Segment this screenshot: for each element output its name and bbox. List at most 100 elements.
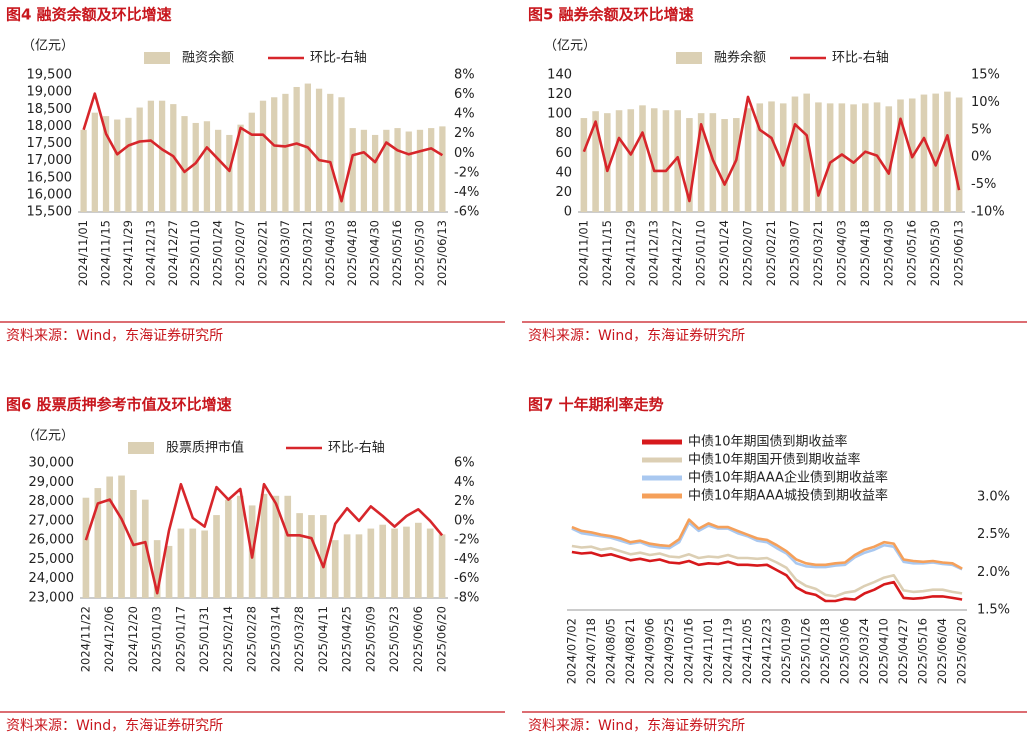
y-tick-label: 28,000 <box>29 494 75 509</box>
bar <box>349 128 356 212</box>
bar <box>360 129 368 212</box>
legend-label: 股票质押市值 <box>166 440 244 456</box>
bar <box>721 119 728 212</box>
y-tick-label: 2.0% <box>977 565 1010 580</box>
x-tick-label: 2025/04/27 <box>896 618 910 684</box>
x-tick-label: 2024/12/06 <box>102 606 116 672</box>
bar <box>639 105 646 212</box>
x-tick-label: 2024/12/27 <box>670 220 684 286</box>
bar <box>580 118 588 212</box>
x-tick-label: 2024/12/27 <box>166 220 180 286</box>
bar <box>338 97 345 212</box>
bar <box>114 119 121 212</box>
x-tick-label: 2024/12/13 <box>647 220 661 286</box>
bar <box>383 129 390 212</box>
bar <box>320 515 327 598</box>
y-tick-label: 1.5% <box>977 603 1010 618</box>
x-tick-label: 2024/11/29 <box>121 220 135 286</box>
x-tick-label: 2025/03/28 <box>292 606 306 672</box>
x-tick-label: 2025/01/24 <box>717 220 731 286</box>
x-tick-label: 2024/09/06 <box>642 618 656 684</box>
x-tick-label: 2024/09/25 <box>662 618 676 684</box>
y2-tick-label: 5% <box>971 122 992 137</box>
x-tick-label: 2025/04/18 <box>858 220 872 286</box>
y2-tick-label: -4% <box>454 185 479 200</box>
bar <box>203 121 211 212</box>
bar <box>296 513 303 598</box>
y-tick-label: 27,000 <box>29 513 75 528</box>
x-tick-label: 2025/03/07 <box>787 220 801 286</box>
x-tick-label: 2025/06/13 <box>952 220 966 286</box>
bar <box>141 499 149 598</box>
bar <box>697 113 705 212</box>
x-tick-label: 2025/01/26 <box>799 618 813 684</box>
x-tick-label: 2024/11/15 <box>99 220 113 286</box>
x-tick-label: 2025/04/18 <box>345 220 359 286</box>
series-line <box>571 521 963 571</box>
y-tick-label: 18,500 <box>27 102 73 117</box>
y-tick-label: 25,000 <box>29 552 75 567</box>
x-tick-label: 2025/03/07 <box>278 220 292 286</box>
bar <box>343 534 351 598</box>
x-tick-label: 2025/05/30 <box>412 220 426 286</box>
y-tick-label: 19,500 <box>27 68 73 83</box>
y2-tick-label: -4% <box>454 552 479 567</box>
x-tick-label: 2024/11/19 <box>720 618 734 684</box>
x-tick-label: 2025/04/30 <box>881 220 895 286</box>
bar <box>379 524 387 598</box>
y-tick-label: 17,000 <box>27 153 73 168</box>
bar <box>733 118 740 212</box>
x-tick-label: 2025/04/10 <box>877 618 891 684</box>
bar <box>662 110 670 212</box>
legend-label: 环比-右轴 <box>832 51 889 66</box>
bar <box>327 93 334 212</box>
x-tick-label: 2025/03/14 <box>268 606 282 672</box>
y-tick-label: 3.0% <box>977 490 1010 505</box>
x-tick-label: 2024/08/05 <box>603 618 617 684</box>
x-tick-label: 2025/05/30 <box>928 220 942 286</box>
bar <box>308 515 315 598</box>
bar <box>403 526 410 598</box>
source-note: 资料来源：Wind，东海证券研究所 <box>6 328 223 344</box>
bar <box>744 108 752 212</box>
bar <box>106 476 114 598</box>
y2-tick-label: 6% <box>454 456 475 471</box>
chart-title: 图5 融券余额及环比增速 <box>528 6 694 24</box>
x-tick-label: 2024/11/22 <box>78 606 92 672</box>
x-tick-label: 2024/12/05 <box>740 618 754 684</box>
y-tick-label: 26,000 <box>29 533 75 548</box>
y2-tick-label: 0% <box>454 146 475 161</box>
y-tick-label: 30,000 <box>29 456 75 471</box>
y-tick-label: 17,500 <box>27 136 73 151</box>
x-tick-label: 2025/01/10 <box>188 220 202 286</box>
y-tick-label: 80 <box>555 126 572 141</box>
x-tick-label: 2025/06/20 <box>435 606 449 672</box>
bar <box>237 124 244 212</box>
bar <box>215 129 222 212</box>
x-tick-label: 2025/05/09 <box>363 606 377 672</box>
y-tick-label: 40 <box>555 165 572 180</box>
x-tick-label: 2024/07/18 <box>584 618 598 684</box>
x-tick-label: 2024/07/02 <box>564 618 578 684</box>
x-tick-label: 2025/02/07 <box>741 220 755 286</box>
x-tick-label: 2025/02/21 <box>256 220 270 286</box>
x-tick-label: 2025/06/13 <box>435 220 449 286</box>
y-axis-unit: （亿元） <box>22 429 74 444</box>
y-tick-label: 16,000 <box>27 187 73 202</box>
x-tick-label: 2024/08/21 <box>623 618 637 684</box>
bar <box>803 93 810 212</box>
x-tick-label: 2025/06/04 <box>935 618 949 684</box>
x-tick-label: 2024/12/20 <box>126 606 140 672</box>
bar <box>282 93 289 212</box>
bar <box>615 110 623 212</box>
bar <box>147 100 155 212</box>
x-tick-label: 2024/12/13 <box>143 220 157 286</box>
bar <box>355 534 363 598</box>
bar <box>944 91 951 212</box>
x-tick-label: 2025/02/28 <box>245 606 259 672</box>
x-tick-label: 2025/01/10 <box>694 220 708 286</box>
bar <box>791 96 799 212</box>
y-axis-unit: （亿元） <box>22 39 74 54</box>
